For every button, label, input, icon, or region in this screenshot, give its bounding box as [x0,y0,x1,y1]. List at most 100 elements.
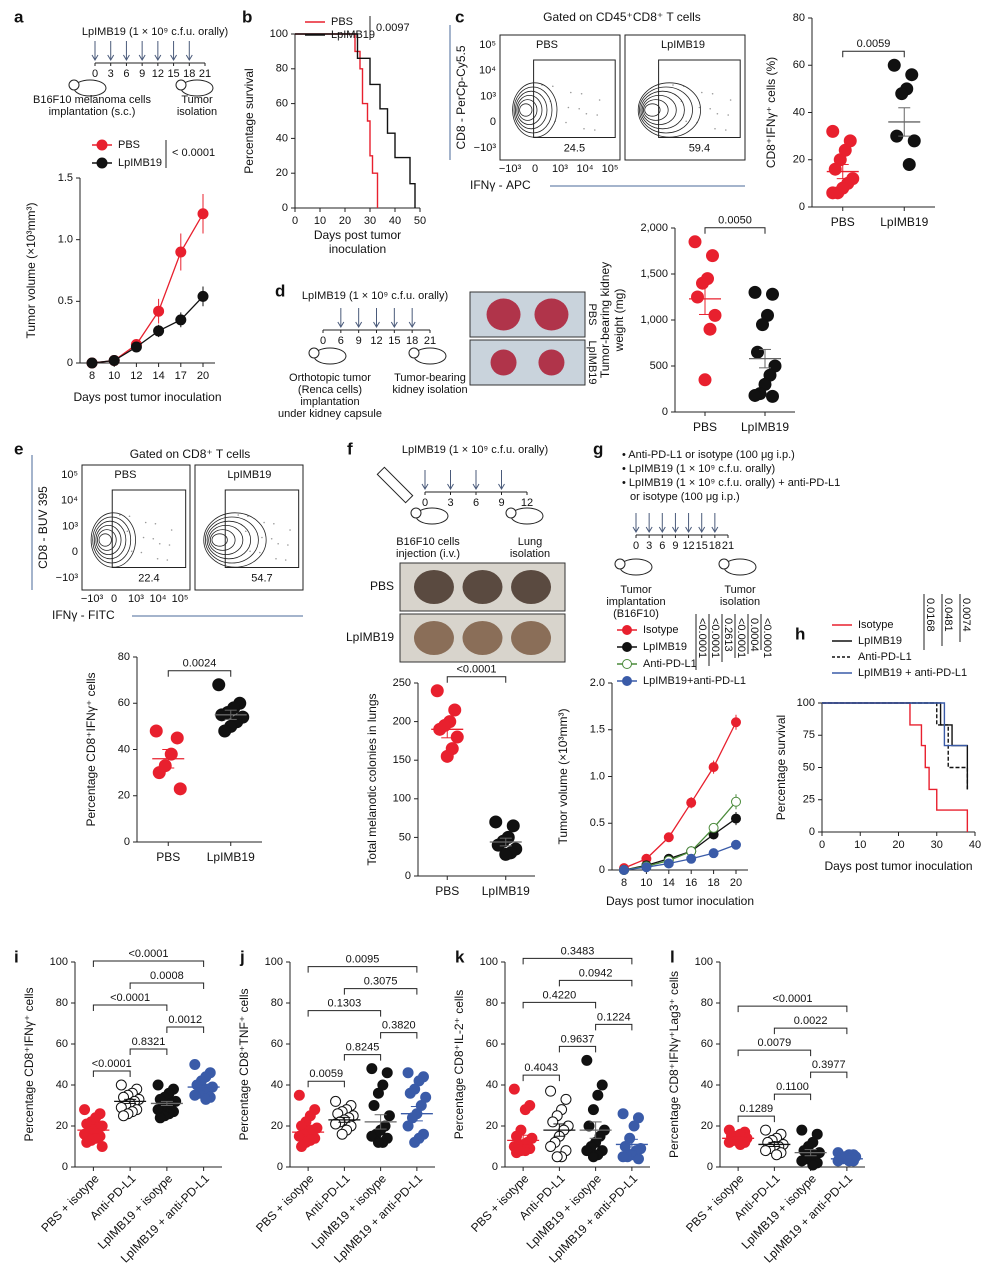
y-tick-label: 60 [271,1038,283,1050]
y-tick-label: 40 [793,106,805,118]
event-dot [273,522,275,525]
data-point [381,1067,393,1079]
data-point [560,1093,572,1105]
contour [515,90,548,130]
plot-frame [81,464,191,591]
y-tick-label: 60 [56,1038,68,1050]
photo-label: LpIMB19 [346,630,394,644]
timeline-label: 0 [422,497,428,509]
data-point [748,285,762,299]
arrow-head [632,526,640,533]
marker [86,357,98,369]
y-tick-label: 100 [480,956,498,968]
y-tick-label: 100 [797,697,815,709]
y-tick-label: 0 [277,1161,283,1173]
y-axis-label: Percentage survival [242,68,256,173]
timeline-note: isolation [510,548,550,560]
p-value: 0.0024 [183,658,217,670]
survival-curve [295,33,416,208]
data-point [489,815,503,829]
x-tick-label: LpIMB19 [482,884,530,898]
y-tick-label: 20 [271,1120,283,1132]
marker [197,290,209,302]
bracket [307,1010,382,1017]
p-value: 0.0012 [168,1014,202,1026]
p-value: 0.0481 [942,598,954,632]
legend-label: LpIMB19 [331,29,375,41]
panel-label: k [455,947,465,966]
y-tick-label: 40 [486,1079,498,1091]
y-axis-label: Percentage CD8⁺IFNγ⁺ cells [22,987,36,1141]
p-value: <0.0001 [456,664,496,676]
data-point [632,1153,644,1165]
data-point [152,766,166,780]
x-axis-label: inoculation [329,242,386,256]
y-axis-label: Percentage survival [774,715,788,820]
data-point [734,1138,746,1150]
data-point [118,1110,130,1122]
data-point [887,58,901,72]
marker [708,822,719,833]
timeline-note: B16F10 cells [396,536,460,548]
y-axis-label: Tumor-bearing kidney [598,262,612,378]
note: or isotype (100 μg i.p.) [630,491,740,503]
y-axis-label: CD8 - PerCp-Cy5.5 [454,45,468,149]
y-tick-label: −10³ [474,142,497,154]
data-point [404,1087,416,1099]
data-point [200,1093,212,1105]
y-tick-label: 0 [707,1161,713,1173]
y-tick-label: 0.5 [590,817,605,829]
timeline-label: 15 [167,68,179,80]
contour [639,86,693,134]
event-dot [714,127,716,130]
event-dot [249,550,251,553]
timeline-label: 15 [388,335,400,347]
plot-frame [194,464,304,591]
mouse-head [175,79,187,91]
marker [175,314,187,326]
y-tick-label: 0 [124,836,130,848]
y-tick-label: 80 [793,12,805,24]
data-point [905,68,919,82]
mouse-head [408,347,420,359]
panel-label: c [455,7,464,26]
timeline-label: 0 [320,335,326,347]
specimen [511,570,552,604]
gate [658,59,741,138]
y-tick-label: 50 [399,831,411,843]
y-tick-label: 40 [271,1079,283,1091]
arrow-head [645,526,653,533]
contour [640,90,685,130]
marker [708,848,719,859]
timeline-label: 12 [370,335,382,347]
p-value: 0.0059 [309,1068,343,1080]
data-point [149,724,163,738]
arrow-head [107,54,115,61]
contour [644,103,661,117]
mouse-head [68,79,80,91]
legend-marker [622,625,632,635]
contour [204,516,259,564]
p-value: 0.3977 [812,1059,846,1071]
specimen [486,298,521,331]
arrow-head [373,321,380,328]
event-dot [154,522,157,525]
data-point [372,1136,384,1148]
x-tick-label: PBS + isotype [253,1171,317,1235]
data-point [826,124,840,138]
y-axis-label: Percentage CD8⁺IL-2⁺ cells [452,990,466,1139]
data-point [796,1124,808,1136]
y-tick-label: 0 [809,826,815,838]
data-point [508,1083,520,1095]
p-value: 0.9637 [561,1033,595,1045]
y-tick-label: 40 [56,1079,68,1091]
arrow-head [337,321,345,328]
data-point [760,1124,772,1136]
timeline-note: implantation (s.c.) [49,106,136,118]
arrow-head [185,54,193,61]
x-tick-label: 20 [197,370,209,382]
bracket [522,957,633,965]
data-point [545,1141,557,1152]
y-tick-label: 100 [695,956,713,968]
y-tick-label: 0 [490,116,496,128]
